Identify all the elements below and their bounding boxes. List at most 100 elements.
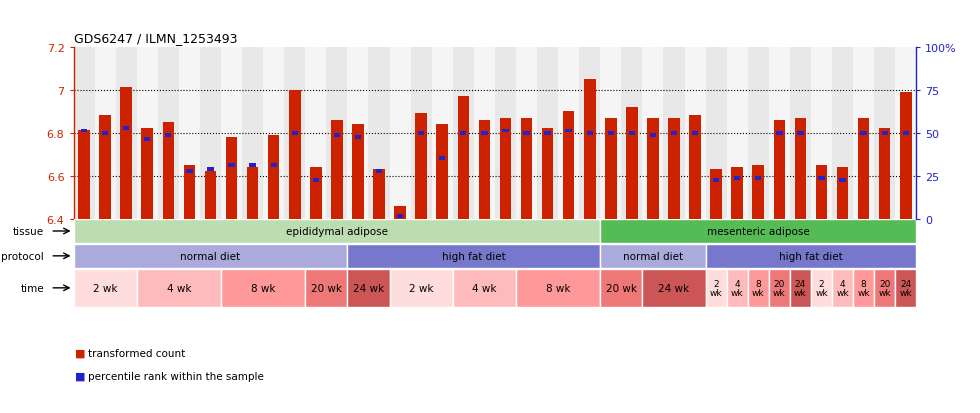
Bar [600, 244, 706, 268]
Bar [832, 269, 854, 307]
Bar [163, 123, 174, 219]
Text: percentile rank within the sample: percentile rank within the sample [88, 371, 264, 381]
Text: transformed count: transformed count [88, 348, 185, 358]
Text: 20 wk: 20 wk [606, 283, 637, 293]
Bar [348, 47, 368, 219]
Text: 2
wk: 2 wk [710, 279, 722, 297]
Bar [600, 47, 621, 219]
Bar [727, 269, 748, 307]
Bar [334, 133, 340, 138]
Bar [500, 118, 512, 219]
Bar [352, 125, 364, 219]
Bar [221, 269, 306, 307]
Bar [608, 131, 613, 135]
Bar [769, 269, 790, 307]
Bar [727, 47, 748, 219]
Text: normal diet: normal diet [180, 251, 240, 261]
Bar [706, 244, 916, 268]
Bar [453, 47, 474, 219]
Bar [545, 131, 551, 135]
Bar [756, 176, 761, 180]
Bar [689, 116, 701, 219]
Bar [523, 131, 529, 135]
Bar [306, 47, 326, 219]
Bar [394, 206, 406, 219]
Bar [348, 269, 390, 307]
Text: normal diet: normal diet [623, 251, 683, 261]
Bar [136, 47, 158, 219]
Bar [250, 164, 256, 167]
Bar [692, 131, 698, 135]
Bar [559, 47, 579, 219]
Bar [461, 131, 466, 135]
Bar [874, 47, 896, 219]
Bar [225, 138, 237, 219]
Bar [815, 166, 827, 219]
Text: protocol: protocol [1, 251, 44, 261]
Text: 4 wk: 4 wk [472, 283, 497, 293]
Bar [584, 80, 596, 219]
Text: 2
wk: 2 wk [815, 279, 828, 297]
Bar [626, 107, 638, 219]
Bar [102, 131, 108, 135]
Bar [390, 269, 453, 307]
Bar [565, 129, 571, 133]
Text: 8
wk: 8 wk [858, 279, 870, 297]
Bar [874, 269, 896, 307]
Bar [600, 269, 643, 307]
Text: 8 wk: 8 wk [546, 283, 570, 293]
Text: 8
wk: 8 wk [752, 279, 764, 297]
Bar [748, 269, 769, 307]
Text: 4
wk: 4 wk [731, 279, 744, 297]
Bar [776, 131, 782, 135]
Bar [81, 129, 87, 133]
Bar [647, 118, 659, 219]
Bar [663, 47, 685, 219]
Bar [713, 178, 719, 183]
Text: 2 wk: 2 wk [93, 283, 118, 293]
Bar [94, 47, 116, 219]
Text: mesenteric adipose: mesenteric adipose [707, 226, 809, 236]
Bar [331, 121, 343, 219]
Bar [753, 166, 764, 219]
Text: high fat diet: high fat diet [442, 251, 506, 261]
Bar [903, 131, 908, 135]
Bar [390, 47, 411, 219]
Bar [411, 47, 432, 219]
Bar [439, 157, 445, 161]
Bar [432, 47, 453, 219]
Bar [685, 47, 706, 219]
Bar [144, 138, 150, 142]
Text: 20
wk: 20 wk [773, 279, 786, 297]
Bar [860, 131, 866, 135]
Bar [263, 47, 284, 219]
Bar [289, 90, 301, 219]
Bar [879, 129, 891, 219]
Text: 24 wk: 24 wk [353, 283, 384, 293]
Bar [141, 129, 153, 219]
Bar [900, 93, 911, 219]
Text: 24 wk: 24 wk [659, 283, 690, 293]
Bar [268, 135, 279, 219]
Bar [453, 269, 516, 307]
Bar [458, 97, 469, 219]
Bar [376, 170, 382, 174]
Bar [629, 131, 635, 135]
Bar [368, 47, 390, 219]
Bar [78, 131, 90, 219]
Bar [503, 129, 509, 133]
Bar [478, 121, 490, 219]
Bar [896, 47, 916, 219]
Bar [811, 47, 832, 219]
Bar [854, 269, 874, 307]
Bar [121, 88, 132, 219]
Bar [811, 269, 832, 307]
Bar [183, 166, 195, 219]
Bar [178, 47, 200, 219]
Bar [516, 47, 537, 219]
Bar [790, 269, 811, 307]
Bar [397, 215, 403, 219]
Bar [563, 112, 574, 219]
Bar [520, 118, 532, 219]
Bar [706, 47, 727, 219]
